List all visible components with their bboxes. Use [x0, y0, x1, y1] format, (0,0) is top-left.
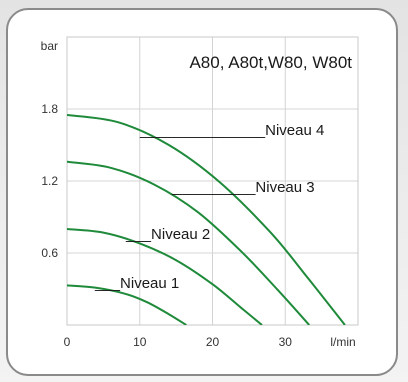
series-line-niveau-1 — [67, 284, 187, 325]
plot-area-frame — [66, 36, 359, 326]
series-line-niveau-4 — [67, 114, 346, 325]
y-tick-label: 0.6 — [41, 246, 58, 260]
annotation-niveau-1: ___Niveau 1 — [94, 275, 179, 292]
annotation-niveau-3: __________Niveau 3 — [171, 179, 315, 196]
x-axis-label: l/min — [330, 335, 355, 349]
text-layer: A80, A80t,W80, W80t bar l/min 0 10 20 30 0.6… — [41, 39, 356, 349]
y-tick-label: 1.2 — [41, 174, 58, 188]
grid-layer — [67, 37, 358, 325]
chart-panel — [6, 8, 398, 376]
annotation-niveau-4: _______________Niveau 4 — [139, 122, 324, 139]
x-tick-label: 30 — [279, 335, 293, 349]
x-tick-label: 20 — [206, 335, 220, 349]
series-line-niveau-3 — [67, 160, 311, 325]
x-tick-label: 0 — [64, 335, 71, 349]
x-tick-label: 10 — [133, 335, 147, 349]
series-layer — [67, 114, 346, 325]
y-axis-label: bar — [41, 39, 58, 53]
series-line-niveau-2 — [67, 228, 263, 325]
annotation-niveau-2: ___Niveau 2 — [125, 226, 210, 243]
y-tick-label: 1.8 — [41, 102, 58, 116]
chart-title: A80, A80t,W80, W80t — [189, 53, 352, 72]
